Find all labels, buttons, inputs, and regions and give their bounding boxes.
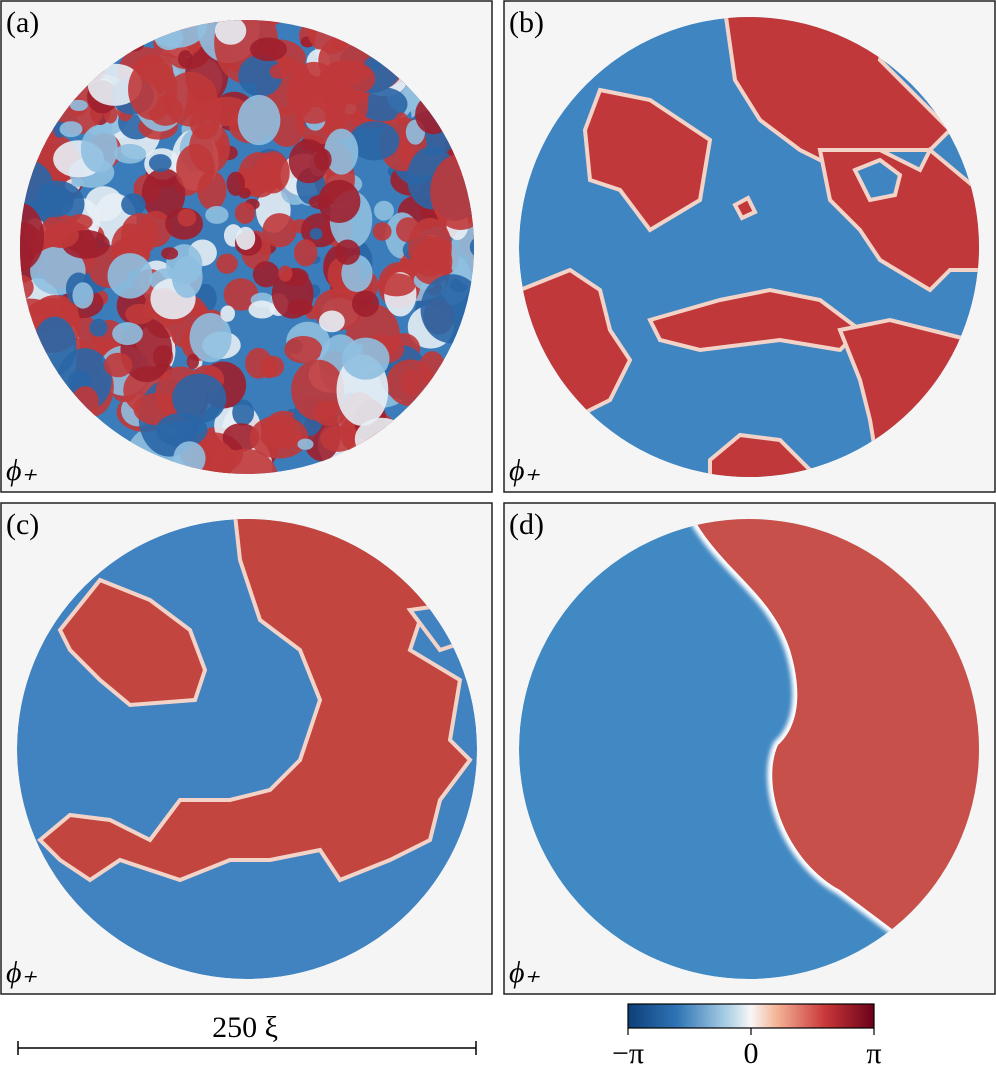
domain <box>319 68 343 85</box>
domain <box>89 318 108 337</box>
domain <box>374 200 394 221</box>
domain <box>317 179 361 223</box>
colorbar-tick-label: −π <box>612 1037 644 1065</box>
scale-bar-label: 250 ξ <box>212 1011 278 1044</box>
domain <box>177 208 197 227</box>
colorbar-tick-label: 0 <box>744 1037 759 1065</box>
domain <box>214 20 247 45</box>
domain <box>252 261 280 288</box>
domain <box>271 269 314 319</box>
domain <box>216 253 238 274</box>
field-label: ϕ₊ <box>6 956 38 989</box>
domain <box>288 139 329 184</box>
domain <box>248 300 276 319</box>
domain <box>235 226 256 250</box>
domain <box>171 255 203 298</box>
domain <box>249 415 309 459</box>
domains <box>37 519 477 883</box>
domain <box>690 519 979 935</box>
domain <box>284 335 323 364</box>
domain <box>59 121 83 138</box>
domain <box>372 222 392 241</box>
domain <box>107 253 153 299</box>
domain <box>148 154 172 173</box>
domain <box>20 202 45 272</box>
domain <box>349 121 400 161</box>
domain <box>72 282 94 309</box>
domain <box>189 122 231 174</box>
domain <box>291 359 345 421</box>
domain <box>161 247 179 260</box>
domain <box>357 87 408 122</box>
panel-label: (b) <box>509 6 544 39</box>
domain <box>121 213 159 255</box>
domain <box>141 168 186 220</box>
phase-field <box>519 519 979 979</box>
field-label: ϕ₊ <box>509 956 541 989</box>
panel-label: (d) <box>509 508 544 541</box>
domain <box>222 423 260 452</box>
domain <box>232 399 255 426</box>
domain <box>104 352 133 378</box>
domain <box>223 278 259 311</box>
domain <box>249 37 287 62</box>
domain <box>449 221 474 289</box>
domain <box>186 353 199 370</box>
colorbar-tick-label: π <box>866 1037 881 1065</box>
domain <box>278 265 293 282</box>
panel-label: (c) <box>6 508 39 541</box>
domain <box>262 213 297 248</box>
domain <box>189 312 232 363</box>
domain <box>309 228 323 240</box>
domains <box>20 20 474 474</box>
domain <box>318 310 345 333</box>
domain <box>87 63 142 106</box>
domain <box>220 305 235 322</box>
field-label: ϕ₊ <box>6 454 38 487</box>
domain <box>324 128 359 175</box>
domain <box>121 193 146 216</box>
domain <box>178 49 193 68</box>
colorbar <box>627 1003 875 1029</box>
domain <box>334 239 361 265</box>
domain <box>351 290 380 317</box>
domain <box>237 94 281 146</box>
domain <box>238 152 281 198</box>
field-label: ϕ₊ <box>509 454 541 487</box>
domain <box>172 373 227 424</box>
phase-field <box>17 519 477 979</box>
domain <box>269 64 288 79</box>
domain <box>69 99 88 112</box>
domain <box>341 337 390 380</box>
domain <box>297 438 314 450</box>
domain <box>112 322 143 346</box>
domain <box>293 239 318 267</box>
domain <box>238 187 251 199</box>
colorbar-ticks: −π 0 π <box>612 1028 882 1065</box>
domain <box>213 448 279 474</box>
domain <box>395 112 408 125</box>
phase-field <box>20 20 474 474</box>
domain <box>234 202 256 224</box>
panel-label: (a) <box>6 6 39 39</box>
domain <box>113 143 147 164</box>
domain <box>298 95 313 114</box>
domain <box>125 303 155 325</box>
domain <box>80 125 118 173</box>
domain <box>238 54 283 97</box>
domain <box>128 58 178 121</box>
scale-bar <box>17 1041 477 1055</box>
domain <box>205 205 229 224</box>
domain <box>43 222 79 249</box>
domain <box>411 238 453 285</box>
domain <box>430 153 474 231</box>
domain <box>377 273 416 297</box>
domain <box>260 355 285 378</box>
